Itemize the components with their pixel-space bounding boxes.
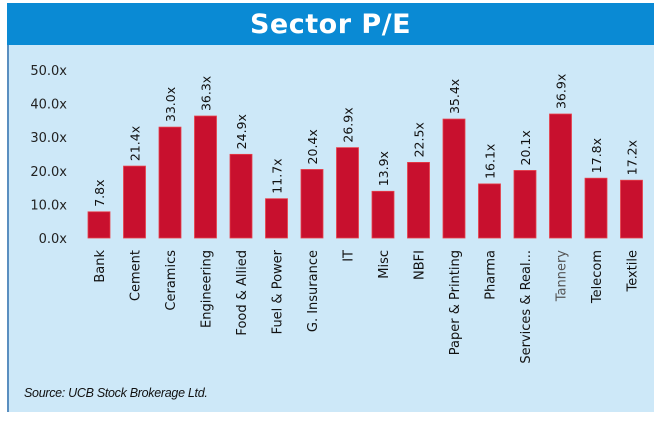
x-tick-label: IT [342,250,357,262]
x-tick-label: Paper & Printing [448,250,463,355]
data-label: 20.1x [518,130,533,165]
bar-ceramics [158,126,182,239]
x-tick-label: Fuel & Power [271,249,286,334]
x-tick-label: Cement [129,250,144,301]
bar-engineering [194,115,217,239]
x-tick-label: Bank [93,250,108,283]
bars [87,113,643,239]
y-tick-label: 10.0x [30,198,67,213]
x-tick-label: Services & Real... [519,250,534,364]
data-label: 11.7x [270,158,285,193]
y-axis: 0.0x 10.0x 20.0x 30.0x 40.0x 50.0x [30,64,67,247]
chart-panel [7,3,654,412]
source-note: Source: UCB Stock Brokerage Ltd. [24,386,208,400]
data-label: 24.9x [234,114,249,149]
data-label: 17.8x [589,138,604,173]
y-tick-label: 50.0x [30,64,67,79]
bar-textile [620,179,643,239]
data-labels: 7.8x 21.4x 33.0x 36.3x 24.9x 11.7x 20.4x 26.9x 1… [92,74,640,207]
x-tick-label: Telecom [590,250,605,304]
chart-title: Sector P/E [249,8,412,40]
y-tick-label: 40.0x [30,98,67,113]
data-label: 7.8x [92,180,107,207]
bar-nbfi [407,161,430,239]
x-tick-label: NBFI [413,250,428,280]
bar-tannery [549,113,572,239]
data-label: 20.4x [305,129,320,164]
x-tick-label: Misc [377,250,392,279]
y-tick-label: 30.0x [30,131,67,146]
bar-paper-printing [442,118,466,239]
x-tick-label: G. Insurance [306,250,321,332]
data-label: 22.5x [412,122,427,157]
bar-cement [123,165,146,239]
bar-fuel-power [265,198,288,239]
x-tick-label: Ceramics [164,250,179,311]
data-label: 35.4x [447,79,462,114]
data-label: 36.9x [554,74,569,109]
x-tick-label: Pharma [484,250,499,300]
data-label: 16.1x [483,144,498,179]
x-tick-label: Engineering [200,250,215,328]
bar-telecom [584,177,608,239]
data-label: 36.3x [199,76,214,111]
data-label: 17.2x [625,140,640,175]
bar-g-insurance [300,169,324,239]
title-bar: Sector P/E [7,3,654,45]
bar-food-allied [229,153,253,239]
x-axis: Bank Cement Ceramics Engineering Food & Alli… [93,249,641,363]
x-tick-label: Tannery [555,250,570,303]
y-tick-label: 0.0x [39,232,68,247]
data-label: 26.9x [341,107,356,142]
data-label: 13.9x [376,151,391,186]
data-label: 21.4x [128,126,143,161]
bar-bank [87,211,111,239]
data-label: 33.0x [163,87,178,122]
bar-pharma [478,183,501,239]
bar-misc [371,190,395,239]
x-tick-label: Food & Allied [235,250,250,336]
bar-it [336,147,359,239]
bar-services-real [513,170,537,239]
x-tick-label: Textile [626,250,641,293]
y-tick-label: 20.0x [30,165,67,180]
